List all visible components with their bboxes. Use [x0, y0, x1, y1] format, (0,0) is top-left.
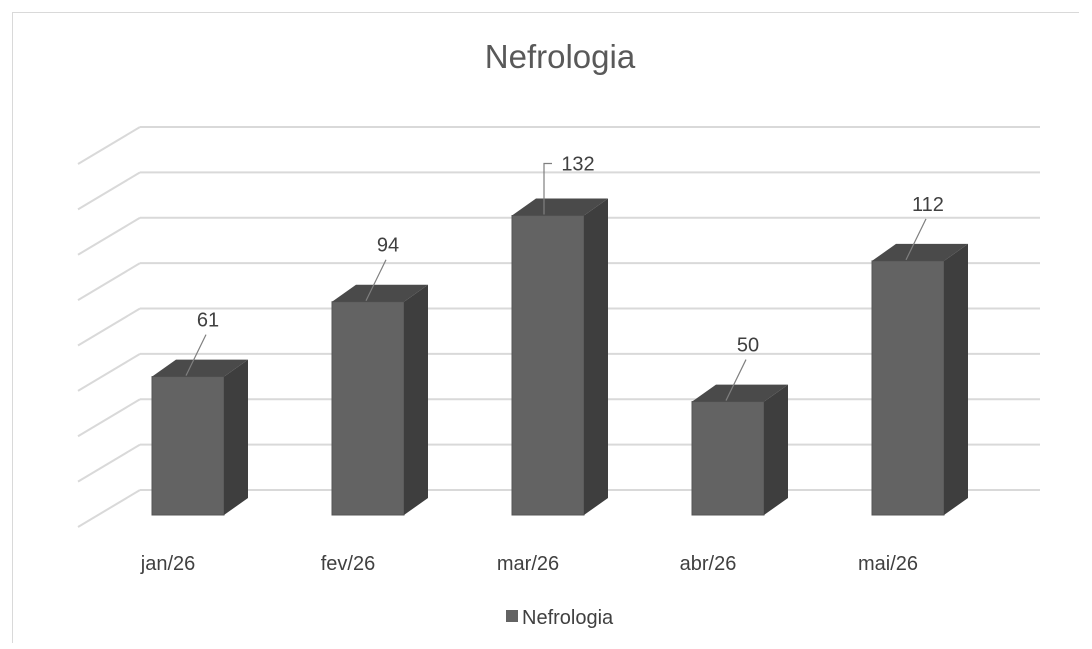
leader-line: [185, 334, 207, 376]
bar-side: [944, 243, 968, 515]
bar-top: [692, 384, 788, 402]
gridline-depth: [77, 171, 141, 211]
leader-line: [905, 218, 927, 261]
gridline-depth: [77, 443, 141, 483]
gridline-depth: [77, 398, 141, 438]
gridline-depth: [77, 126, 141, 165]
legend-label: Nefrologia: [522, 607, 614, 629]
legend: Nefrologia: [506, 607, 614, 629]
category-label: fev/26: [321, 553, 375, 575]
chart-title: Nefrologia: [485, 38, 636, 75]
bar-front: [691, 401, 765, 516]
bar-side: [224, 359, 248, 515]
data-label: 50: [737, 335, 759, 357]
bar-top: [152, 359, 248, 377]
data-label: 61: [197, 310, 219, 332]
leader-line: [725, 359, 747, 401]
data-label: 94: [377, 235, 399, 257]
leader-line: [543, 162, 552, 215]
category-label: abr/26: [680, 553, 737, 575]
labels: 61 jan/26 94 fev/26 132 mar/26 50 abr/26 112 mai/…: [140, 154, 944, 575]
gridline-depth: [77, 353, 141, 392]
gridline-depth: [77, 307, 141, 347]
data-label: 132: [561, 154, 594, 176]
category-label: jan/26: [140, 553, 196, 575]
category-label: mar/26: [497, 553, 559, 575]
gridline-depth: [77, 489, 141, 528]
data-label: 112: [912, 194, 944, 216]
bar-top: [332, 284, 428, 302]
bar-side: [584, 198, 608, 515]
legend-swatch: [506, 610, 518, 622]
bar-front: [871, 260, 945, 516]
bar-top: [512, 198, 608, 216]
bars: [151, 198, 968, 516]
category-label: mai/26: [858, 553, 918, 575]
leader-line: [365, 259, 387, 302]
bar-front: [331, 301, 405, 516]
gridline-depth: [77, 262, 141, 301]
gridline-depth: [77, 216, 141, 256]
bar-front: [511, 215, 585, 516]
bar-side: [764, 384, 788, 515]
bar-side: [404, 284, 428, 515]
bar-front: [151, 376, 225, 516]
bar-top: [872, 243, 968, 261]
